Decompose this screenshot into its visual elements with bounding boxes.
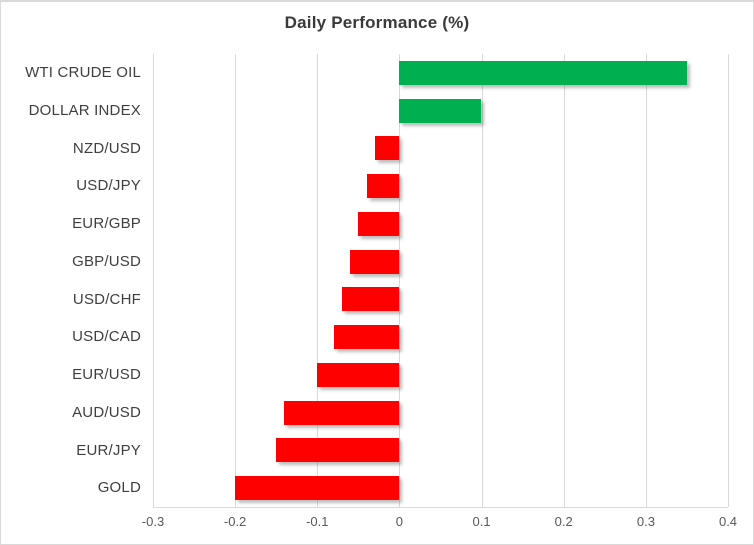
plot-area	[153, 54, 729, 508]
chart-title: Daily Performance (%)	[284, 13, 470, 32]
category-label: GBP/USD	[72, 252, 141, 270]
category-label: EUR/USD	[72, 366, 141, 383]
bar-eur-jpy	[276, 438, 400, 463]
x-tick-label: -0.2	[223, 514, 247, 529]
category-label: NZD/USD	[72, 139, 141, 157]
gridline	[728, 54, 729, 507]
bar-gold	[235, 476, 400, 501]
category-label: EUR/JPY	[76, 441, 141, 459]
category-label: GOLD	[97, 479, 141, 497]
bar-gbp-usd	[350, 249, 400, 274]
x-tick-label: 0.3	[636, 514, 655, 529]
category-label: AUD/USD	[72, 403, 141, 421]
category-label: USD/CHF	[72, 290, 141, 308]
x-tick-label: 0	[395, 514, 404, 529]
bar-aud-usd	[284, 400, 400, 425]
x-tick-label: -0.1	[306, 514, 329, 529]
x-tick-label: -0.3	[141, 514, 165, 529]
category-axis: WTI CRUDE OIL DOLLAR INDEX NZD/USD USD/JPY E…	[1, 54, 141, 507]
bar-nzd-usd	[374, 136, 400, 161]
bar-usd-chf	[341, 287, 400, 312]
category-label: DOLLAR INDEX	[28, 101, 141, 119]
gridline	[399, 54, 401, 507]
category-label: EUR/GBP	[72, 215, 141, 232]
value-axis: -0.3 -0.2 -0.1 0 0.1 0.2 0.3 0.4	[142, 514, 737, 534]
category-label: WTI CRUDE OIL	[25, 64, 141, 81]
bar-usd-cad	[333, 325, 400, 350]
bar-usd-jpy	[366, 174, 400, 199]
x-tick-label: 0.4	[718, 514, 738, 529]
gridline	[153, 54, 154, 507]
gridline	[645, 54, 647, 507]
gridline	[235, 54, 237, 507]
category-label: USD/JPY	[76, 177, 141, 195]
gridline	[317, 54, 319, 507]
category-label: USD/CAD	[72, 328, 141, 346]
bar-dollar-index	[399, 98, 482, 123]
x-tick-label: 0.1	[472, 514, 491, 529]
gridline	[481, 54, 483, 507]
bar-wti-crude-oil	[399, 60, 687, 85]
x-tick-label: 0.2	[554, 514, 573, 529]
gridline	[563, 54, 565, 507]
bar-eur-usd	[317, 362, 400, 387]
bar-eur-gbp	[358, 211, 400, 236]
